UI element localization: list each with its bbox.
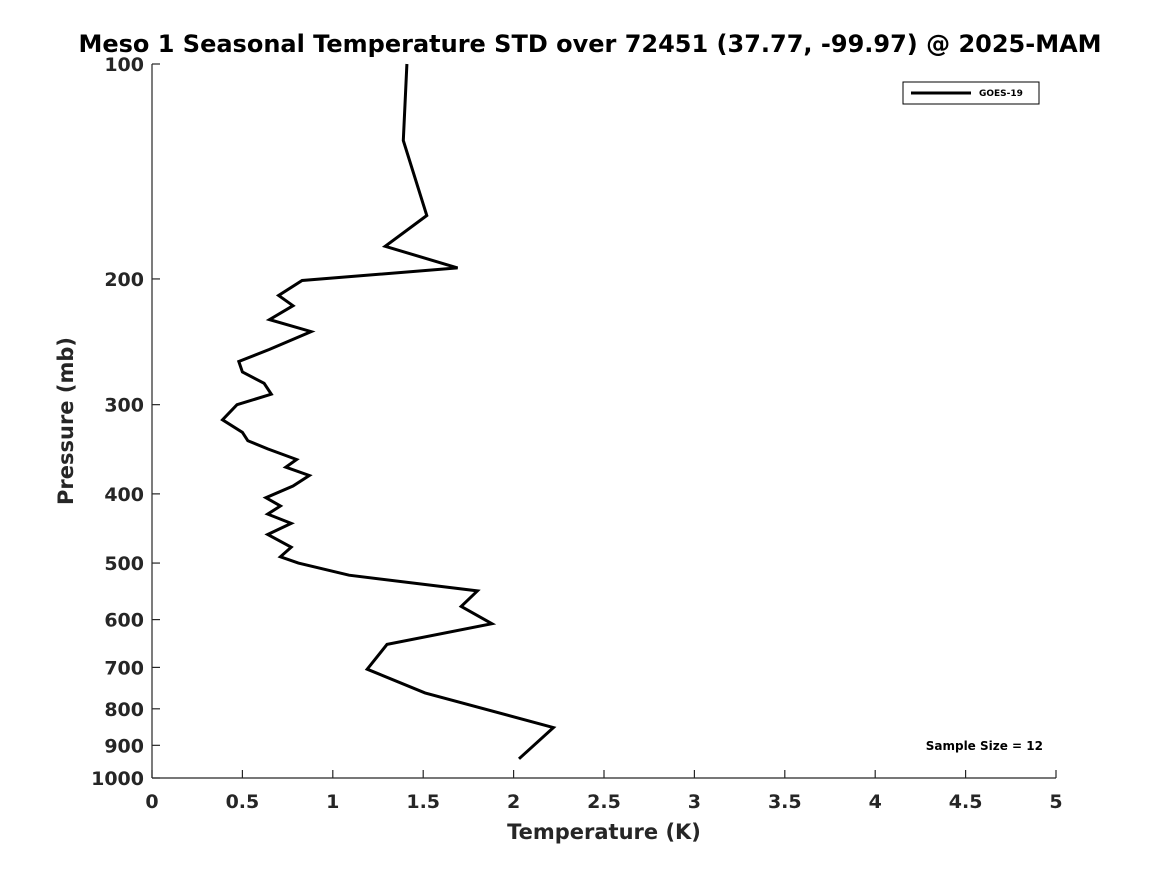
y-tick-label: 100 bbox=[104, 54, 144, 76]
legend-entry-goes-19: GOES-19 bbox=[979, 89, 1023, 99]
x-tick-label: 3.5 bbox=[768, 791, 802, 813]
y-tick-label: 400 bbox=[104, 484, 144, 506]
y-tick-label: 600 bbox=[104, 610, 144, 632]
series-line-goes-19 bbox=[220, 63, 557, 760]
x-axis-ticks: 0 0.5 1 1.5 2 2.5 3 3.5 4 4.5 5 bbox=[145, 770, 1063, 813]
y-tick-label: 200 bbox=[104, 269, 144, 291]
x-tick-label: 3 bbox=[688, 791, 701, 813]
sample-size-annotation: Sample Size = 12 bbox=[926, 739, 1043, 753]
x-tick-label: 4.5 bbox=[949, 791, 983, 813]
y-tick-label: 900 bbox=[104, 735, 144, 757]
x-tick-label: 1.5 bbox=[406, 791, 440, 813]
x-axis-label: Temperature (K) bbox=[507, 820, 701, 844]
y-axis-label: Pressure (mb) bbox=[54, 337, 78, 505]
series-layer bbox=[220, 63, 557, 760]
y-tick-label: 500 bbox=[104, 553, 144, 575]
x-tick-label: 1 bbox=[326, 791, 339, 813]
x-tick-label: 5 bbox=[1049, 791, 1062, 813]
x-tick-label: 2.5 bbox=[587, 791, 621, 813]
x-tick-label: 4 bbox=[869, 791, 882, 813]
x-tick-label: 0 bbox=[145, 791, 158, 813]
y-tick-label: 300 bbox=[104, 395, 144, 417]
y-axis-ticks: 100 200 300 400 500 600 700 800 900 1000 bbox=[91, 54, 160, 790]
y-tick-label: 700 bbox=[104, 657, 144, 679]
x-tick-label: 2 bbox=[507, 791, 520, 813]
y-tick-label: 1000 bbox=[91, 768, 144, 790]
legend: GOES-19 bbox=[902, 81, 1040, 105]
y-tick-label: 800 bbox=[104, 699, 144, 721]
chart-title: Meso 1 Seasonal Temperature STD over 724… bbox=[78, 30, 1101, 58]
x-tick-label: 0.5 bbox=[226, 791, 260, 813]
